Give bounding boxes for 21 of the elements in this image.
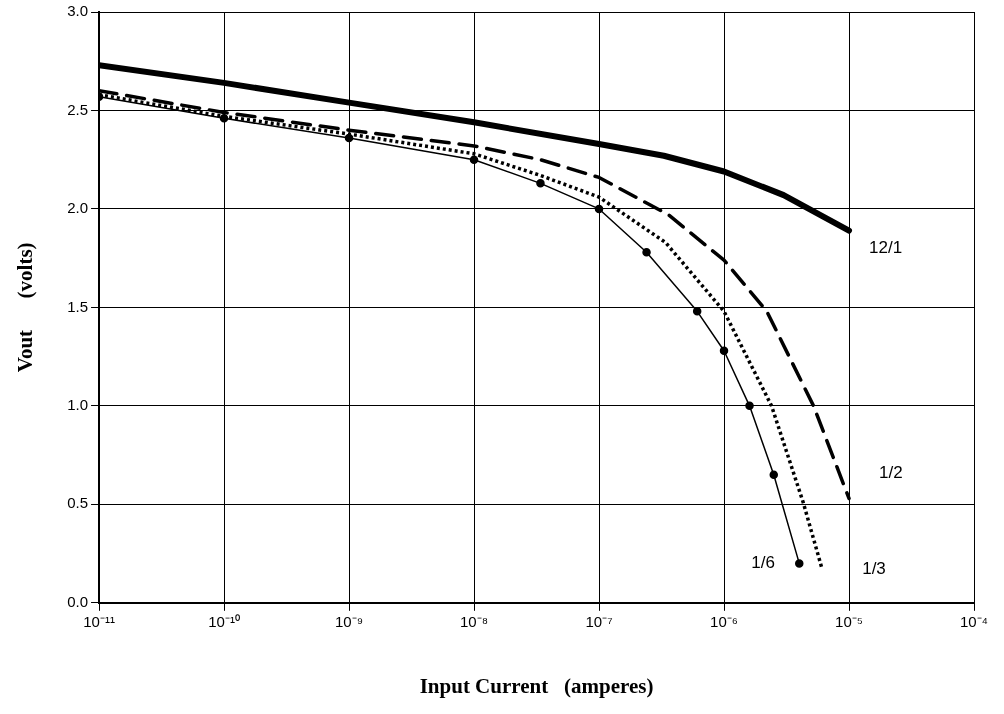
y-axis-title: Vout (volts) [13, 242, 38, 373]
series-label: 1/2 [879, 463, 903, 483]
y-tick-label: 0.5 [67, 494, 89, 512]
y-tick-label: 1.5 [67, 297, 89, 315]
y-tick-label: 0.0 [67, 592, 89, 610]
y-tick-label: 3.0 [67, 2, 89, 20]
x-tick-label: 10⁻⁶ [710, 612, 738, 630]
x-tick-label: 10⁻⁵ [835, 612, 863, 630]
x-tick-label: 10⁻¹¹ [83, 612, 115, 630]
y-tick-label: 2.0 [67, 199, 89, 217]
x-tick-label: 10⁻⁷ [585, 612, 613, 630]
x-tick-label: 10⁻⁴ [959, 612, 989, 630]
x-tick-label: 10⁻⁹ [334, 612, 364, 630]
series-label: 1/6 [751, 553, 775, 573]
series-label: 12/1 [869, 238, 903, 258]
y-tick-label: 1.0 [67, 396, 89, 414]
x-axis-title: Input Current (amperes) [419, 673, 654, 698]
y-tick-label: 2.5 [67, 100, 89, 118]
text: 1/3 [862, 559, 886, 579]
x-tick-label: 10⁻⁸ [460, 612, 489, 630]
x-tick-label: 10⁻¹⁰ [208, 612, 240, 630]
